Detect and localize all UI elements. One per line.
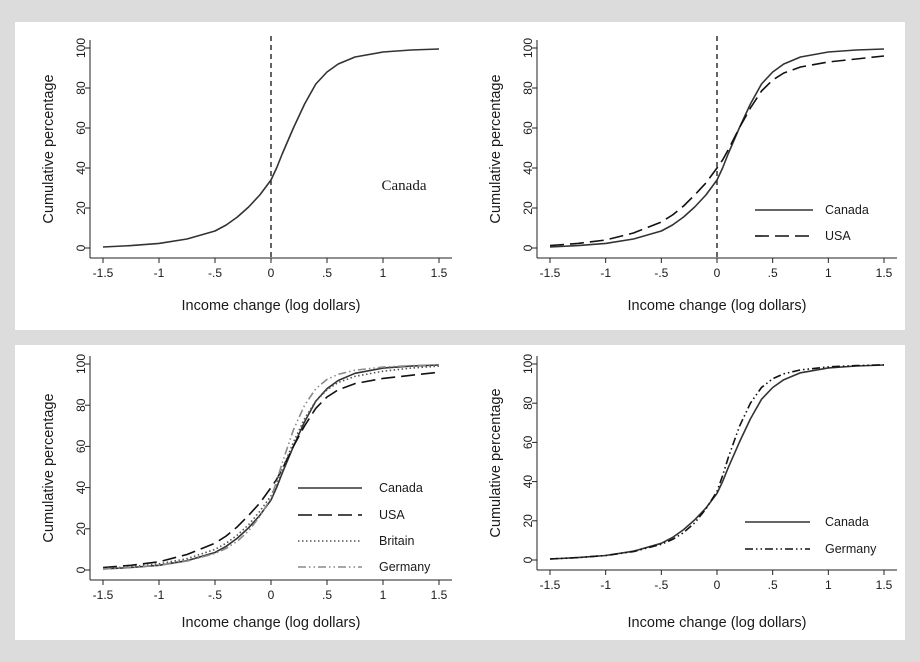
chart-panel-3: 0 20 40 60 80 100 -1.5 -1 -.5 0 .5 1 1.5 Income chang… [15,345,462,640]
y-tick-label: 40 [74,481,88,495]
legend-label-usa: USA [379,508,405,522]
x-tick-label: 1.5 [431,588,448,602]
x-tick-label: .5 [322,266,332,280]
y-axis-label: Cumulative percentage [488,388,504,537]
x-tick-label: 1.5 [431,266,448,280]
x-tick-label: -.5 [654,266,668,280]
y-tick-label: 100 [74,354,88,374]
chart-panel-2: 0 20 40 60 80 100 -1.5 -1 -.5 0 .5 1 1.5 Income chang… [462,22,905,330]
panel-background [462,22,905,330]
y-tick-label: 80 [521,81,535,95]
x-tick-label: .5 [768,578,778,592]
y-axis-label: Cumulative percentage [41,74,57,223]
legend-label-britain: Britain [379,534,414,548]
x-tick-label: -1.5 [540,578,561,592]
legend-label-germany: Germany [379,560,431,574]
x-tick-label: 1.5 [876,266,893,280]
series-line-canada [549,364,885,560]
y-tick-label: 100 [521,354,535,374]
y-axis-label: Cumulative percentage [488,74,504,223]
x-tick-label: 1 [825,266,832,280]
legend-label-canada: Canada [825,203,869,217]
y-tick-label: 40 [74,161,88,175]
annotation-label: Canada [382,178,427,194]
chart-panel-1: 0 20 40 60 80 100 -1.5 -1 -.5 0 .5 1 1.5 Income chang… [15,22,462,330]
y-tick-label: 0 [74,566,88,573]
y-tick-label: 20 [521,201,535,215]
x-axis-label: Income change (log dollars) [182,615,361,631]
y-tick-label: 100 [74,38,88,58]
x-axis-label: Income change (log dollars) [628,298,807,314]
y-tick-label: 80 [74,81,88,95]
y-tick-label: 80 [74,398,88,412]
legend-label-canada: Canada [825,515,869,529]
y-tick-label: 20 [74,522,88,536]
y-tick-label: 0 [521,244,535,251]
x-tick-label: 0 [268,588,275,602]
series-line-canada [102,364,440,570]
series-line-usa [102,371,440,569]
y-tick-label: 60 [74,121,88,135]
x-tick-label: 1 [380,266,387,280]
y-tick-label: 20 [74,201,88,215]
x-tick-label: 1.5 [876,578,893,592]
x-tick-label: 1 [380,588,387,602]
series-line-germany [102,364,440,570]
legend-label-canada: Canada [379,481,423,495]
x-tick-label: -.5 [208,588,222,602]
series-line-canada [549,48,885,248]
y-tick-label: 60 [74,439,88,453]
chart-panel-4: 0 20 40 60 80 100 -1.5 -1 -.5 0 .5 1 1.5 Income chang… [462,345,905,640]
x-tick-label: -1 [600,266,611,280]
y-tick-label: 80 [521,396,535,410]
y-tick-label: 40 [521,161,535,175]
y-tick-label: 0 [74,244,88,251]
series-line-germany [549,364,885,560]
x-tick-label: -1.5 [93,266,114,280]
panel-background [462,345,905,640]
y-tick-label: 60 [521,435,535,449]
y-tick-label: 20 [521,514,535,528]
series-line-usa [549,55,885,247]
x-tick-label: -1 [154,588,165,602]
legend-label-germany: Germany [825,542,877,556]
x-tick-label: -1.5 [93,588,114,602]
x-axis-label: Income change (log dollars) [182,298,361,314]
x-tick-label: -1 [154,266,165,280]
x-tick-label: -1 [600,578,611,592]
x-tick-label: .5 [322,588,332,602]
y-tick-label: 100 [521,38,535,58]
x-tick-label: 0 [714,266,721,280]
x-tick-label: -.5 [654,578,668,592]
x-tick-label: 0 [268,266,275,280]
legend-label-usa: USA [825,229,851,243]
y-tick-label: 40 [521,475,535,489]
series-line-canada [102,48,440,248]
y-tick-label: 0 [521,556,535,563]
x-tick-label: .5 [768,266,778,280]
x-tick-label: -.5 [208,266,222,280]
x-axis-label: Income change (log dollars) [628,615,807,631]
panel-background [15,22,462,330]
x-tick-label: -1.5 [540,266,561,280]
y-axis-label: Cumulative percentage [41,393,57,542]
x-tick-label: 1 [825,578,832,592]
x-tick-label: 0 [714,578,721,592]
y-tick-label: 60 [521,121,535,135]
